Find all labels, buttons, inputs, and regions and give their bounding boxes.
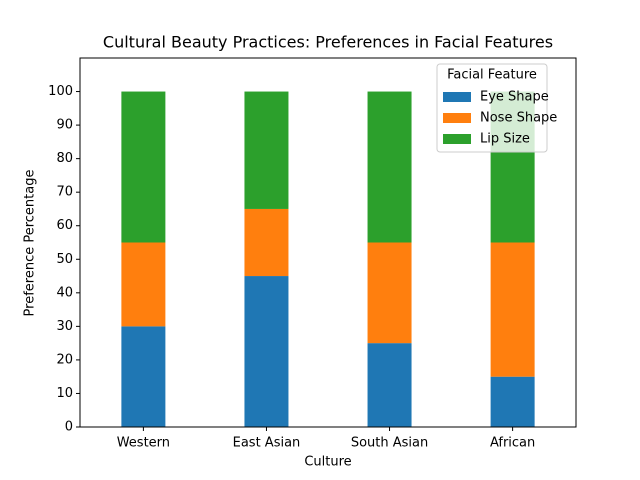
x-tick-label: South Asian <box>351 436 428 451</box>
y-tick-label: 60 <box>56 218 73 233</box>
bar-segment <box>244 276 289 427</box>
legend-swatch <box>443 113 471 123</box>
y-tick-label: 30 <box>56 319 73 334</box>
bar-segment <box>367 91 412 243</box>
x-axis-label: Culture <box>304 455 351 470</box>
legend-label: Nose Shape <box>480 111 557 126</box>
legend-label: Eye Shape <box>480 90 549 105</box>
bar-segment <box>490 376 535 427</box>
y-tick-label: 90 <box>56 118 73 133</box>
y-tick-label: 0 <box>65 420 73 435</box>
bar-segment <box>121 326 166 427</box>
bar-segment <box>121 242 166 327</box>
bar-segment <box>367 343 412 427</box>
y-tick-label: 20 <box>56 352 73 367</box>
chart-title: Cultural Beauty Practices: Preferences i… <box>103 33 553 52</box>
x-tick-label: Western <box>117 436 170 451</box>
bar-segment <box>121 91 166 243</box>
y-tick-label: 80 <box>56 151 73 166</box>
bar-segment <box>244 91 289 209</box>
legend-swatch <box>443 92 471 102</box>
x-tick-label: African <box>490 436 535 451</box>
bar-segment <box>367 242 412 344</box>
legend-title: Facial Feature <box>447 68 537 83</box>
bar-segment <box>244 208 289 277</box>
y-axis-label: Preference Percentage <box>23 170 38 317</box>
bar-segment <box>490 242 535 377</box>
plot-frame <box>79 57 577 428</box>
y-tick-label: 100 <box>48 84 73 99</box>
y-tick-label: 40 <box>56 285 73 300</box>
legend-label: Lip Size <box>480 132 530 147</box>
legend-box <box>436 63 548 153</box>
y-tick-label: 50 <box>56 252 73 267</box>
x-tick-label: East Asian <box>233 436 301 451</box>
y-tick-label: 70 <box>56 185 73 200</box>
y-tick-label: 10 <box>56 386 73 401</box>
legend-swatch <box>443 134 471 144</box>
